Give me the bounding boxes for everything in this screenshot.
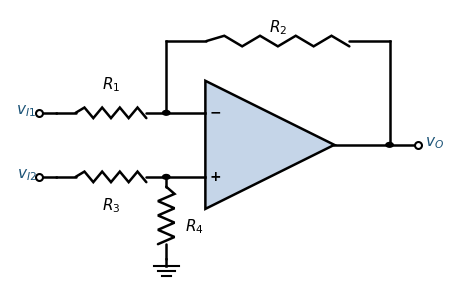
Text: $v_{I1}$: $v_{I1}$ [16, 103, 36, 119]
Circle shape [163, 110, 170, 115]
Text: $v_O$: $v_O$ [425, 136, 444, 151]
Circle shape [386, 142, 393, 147]
Text: $v_{I2}$: $v_{I2}$ [17, 167, 36, 183]
Text: $R_4$: $R_4$ [185, 218, 203, 236]
Text: $R_2$: $R_2$ [269, 18, 287, 37]
Text: +: + [210, 170, 221, 184]
Polygon shape [206, 81, 334, 209]
Text: −: − [210, 106, 221, 120]
Text: $R_3$: $R_3$ [102, 196, 120, 215]
Text: $R_1$: $R_1$ [102, 75, 120, 94]
Circle shape [163, 175, 170, 179]
